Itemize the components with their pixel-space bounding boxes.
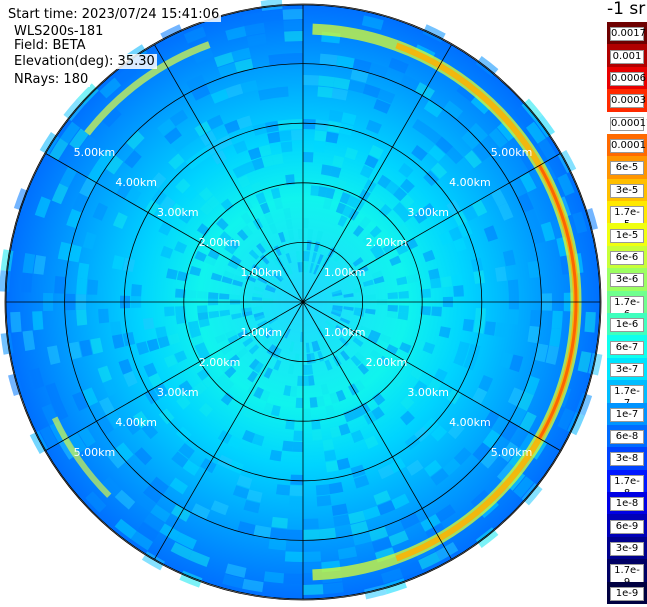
ring-label-5km: 5.00km <box>74 446 116 459</box>
ring-label-4km: 4.00km <box>115 416 157 429</box>
colorbar-label: 3e-6 <box>610 273 644 288</box>
colorbar-cell: 3e-9 <box>607 536 647 560</box>
azimuth-spoke-150 <box>302 301 452 560</box>
colorbar-label: 0.0003 <box>610 94 646 109</box>
range-labels: 1.00km 1.00km 1.00km 1.00km 2.00km 2.00km 2.00… <box>74 146 533 459</box>
azimuth-spoke-60 <box>302 153 561 303</box>
colorbar-cell: 0.0003 <box>607 89 647 113</box>
field-name: Field: BETA <box>12 38 88 53</box>
ring-label-3km: 3.00km <box>407 206 449 219</box>
colorbar-cell: 1.7e-5 <box>607 201 647 233</box>
ring-label-4km: 4.00km <box>449 416 491 429</box>
ring-label-5km: 5.00km <box>491 146 533 159</box>
colorbar-cell: 0.00017 <box>607 111 647 135</box>
colorbar-label: 1e-6 <box>610 318 644 333</box>
ring-label-1km: 1.00km <box>324 326 366 339</box>
azimuth-spokes <box>6 5 600 599</box>
colorbar-label: 3e-7 <box>610 362 644 377</box>
elevation: Elevation(deg): 35.30 <box>12 54 157 69</box>
colorbar-label: 0.0006 <box>610 71 646 86</box>
colorbar-cell: 0.001 <box>607 44 647 68</box>
colorbar-cell: 1.7e-8 <box>607 469 647 501</box>
nrays: NRays: 180 <box>12 72 91 87</box>
azimuth-spoke-210 <box>154 301 304 560</box>
azimuth-spoke-300 <box>45 153 304 303</box>
colorbar-label: 0.00017 <box>610 116 647 131</box>
ppi-plot: 1.00km 1.00km 1.00km 1.00km 2.00km 2.00km 2.00… <box>0 0 603 601</box>
range-ring-5 <box>4 3 602 601</box>
colorbar-label: 1e-9 <box>610 586 644 601</box>
colorbar-cell: 3e-5 <box>607 178 647 202</box>
colorbar-cell: 3e-6 <box>607 268 647 292</box>
colorbar-label: 0.0001 <box>610 139 646 154</box>
colorbar-unit: -1 sr <box>607 0 646 19</box>
ring-label-1km: 1.00km <box>240 266 282 279</box>
colorbar-cell: 0.0001 <box>607 133 647 157</box>
colorbar: 0.0017 0.001 0.0006 0.0003 0.00017 0.0001 6e-5… <box>607 22 647 605</box>
azimuth-spoke-330 <box>154 44 304 303</box>
colorbar-label: 0.001 <box>610 49 644 64</box>
ring-label-3km: 3.00km <box>157 206 199 219</box>
colorbar-label: 1e-7 <box>610 407 644 422</box>
colorbar-cell: 6e-8 <box>607 424 647 448</box>
colorbar-label: 3e-5 <box>610 183 644 198</box>
colorbar-label: 6e-8 <box>610 430 644 445</box>
colorbar-label: 6e-9 <box>610 519 644 534</box>
ring-label-5km: 5.00km <box>74 146 116 159</box>
instrument-id: WLS200s-181 <box>12 24 106 39</box>
colorbar-cell: 6e-7 <box>607 335 647 359</box>
scan-texture <box>0 0 603 600</box>
ring-label-2km: 2.00km <box>199 356 241 369</box>
colorbar-cell: 1.7e-7 <box>607 380 647 412</box>
azimuth-spoke-30 <box>302 44 452 303</box>
colorbar-cell: 0.0017 <box>607 22 647 45</box>
colorbar-cell: 1.7e-9 <box>607 559 647 591</box>
colorbar-cell: 6e-6 <box>607 245 647 269</box>
colorbar-label: 3e-8 <box>610 452 644 467</box>
ring-label-3km: 3.00km <box>157 386 199 399</box>
colorbar-label: 6e-5 <box>610 161 644 176</box>
colorbar-label: 6e-6 <box>610 251 644 266</box>
ring-label-1km: 1.00km <box>324 266 366 279</box>
colorbar-cell: 6e-5 <box>607 156 647 180</box>
colorbar-cell: 6e-9 <box>607 514 647 538</box>
ring-label-2km: 2.00km <box>366 356 408 369</box>
colorbar-label: 1e-5 <box>610 228 644 243</box>
azimuth-spoke-120 <box>302 301 561 451</box>
colorbar-cell: 1.7e-6 <box>607 290 647 322</box>
ring-label-4km: 4.00km <box>115 176 157 189</box>
ring-label-3km: 3.00km <box>407 386 449 399</box>
ring-label-4km: 4.00km <box>449 176 491 189</box>
colorbar-cell: 3e-7 <box>607 357 647 381</box>
colorbar-label: 3e-9 <box>610 542 644 557</box>
colorbar-label: 1e-8 <box>610 497 644 512</box>
colorbar-cell: 1e-9 <box>607 581 647 605</box>
colorbar-cell: 1e-8 <box>607 492 647 515</box>
colorbar-cell: 1e-5 <box>607 223 647 247</box>
colorbar-cell: 3e-8 <box>607 447 647 471</box>
ring-label-2km: 2.00km <box>366 236 408 249</box>
colorbar-label: 0.0017 <box>610 27 646 42</box>
ring-label-2km: 2.00km <box>199 236 241 249</box>
azimuth-spoke-240 <box>45 301 304 451</box>
start-time: Start time: 2023/07/24 15:41:06 <box>6 7 222 22</box>
ring-label-1km: 1.00km <box>240 326 282 339</box>
colorbar-label: 6e-7 <box>610 340 644 355</box>
ring-label-5km: 5.00km <box>491 446 533 459</box>
colorbar-cell: 1e-6 <box>607 313 647 336</box>
colorbar-cell: 0.0006 <box>607 66 647 90</box>
colorbar-cell: 1e-7 <box>607 402 647 426</box>
